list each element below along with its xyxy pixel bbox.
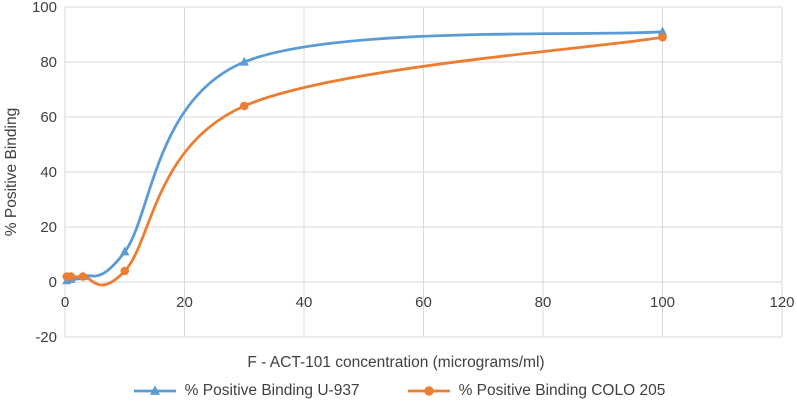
circle-marker xyxy=(120,266,130,276)
y-axis-tick-labels: -20 0 20 40 60 80 100 xyxy=(32,0,57,346)
x-tick-label: 40 xyxy=(296,294,313,311)
x-axis-tick-labels: 0 20 40 60 80 100 120 xyxy=(61,294,795,311)
y-tick-label: -20 xyxy=(35,329,57,346)
triangle-marker xyxy=(120,246,130,256)
y-tick-label: 80 xyxy=(40,54,57,71)
y-axis-title: % Positive Binding xyxy=(3,108,20,236)
chart-legend: % Positive Binding U-937 % Positive Bindi… xyxy=(0,382,797,400)
gridlines xyxy=(64,6,783,338)
y-tick-label: 20 xyxy=(40,219,57,236)
x-tick-label: 80 xyxy=(535,294,552,311)
x-tick-label: 60 xyxy=(415,294,432,311)
legend-label: % Positive Binding U-937 xyxy=(184,382,360,399)
legend-item-0: % Positive Binding U-937 xyxy=(132,382,360,400)
circle-marker xyxy=(423,386,434,396)
x-tick-label: 120 xyxy=(769,294,794,311)
circle-marker xyxy=(66,272,76,281)
circle-marker xyxy=(658,32,667,42)
y-tick-label: 60 xyxy=(40,109,57,126)
triangle-marker xyxy=(239,56,249,66)
legend-swatch-0 xyxy=(133,385,176,395)
x-tick-label: 0 xyxy=(61,294,69,311)
legend-item-1: % Positive Binding COLO 205 xyxy=(406,382,666,400)
circle-marker xyxy=(78,272,88,281)
series-line-1 xyxy=(65,35,664,287)
x-axis-title: F - ACT-101 concentration (micrograms/ml… xyxy=(247,354,544,371)
y-tick-label: 0 xyxy=(49,274,57,291)
triangle-marker xyxy=(149,385,160,395)
x-tick-label: 100 xyxy=(650,294,675,311)
y-tick-label: 40 xyxy=(40,164,57,181)
series-line-0 xyxy=(65,30,664,282)
legend-label: % Positive Binding COLO 205 xyxy=(458,382,666,399)
plot-svg: 0 20 40 60 80 100 120 -20 0 20 40 60 80 100 F - ACT-… xyxy=(3,0,795,371)
y-tick-label: 100 xyxy=(32,0,57,16)
series-lines xyxy=(65,30,664,287)
circle-marker xyxy=(239,101,249,111)
series-markers xyxy=(62,26,668,285)
x-tick-label: 20 xyxy=(176,294,193,311)
legend-swatch-1 xyxy=(407,386,450,396)
triangle-marker xyxy=(657,26,668,36)
